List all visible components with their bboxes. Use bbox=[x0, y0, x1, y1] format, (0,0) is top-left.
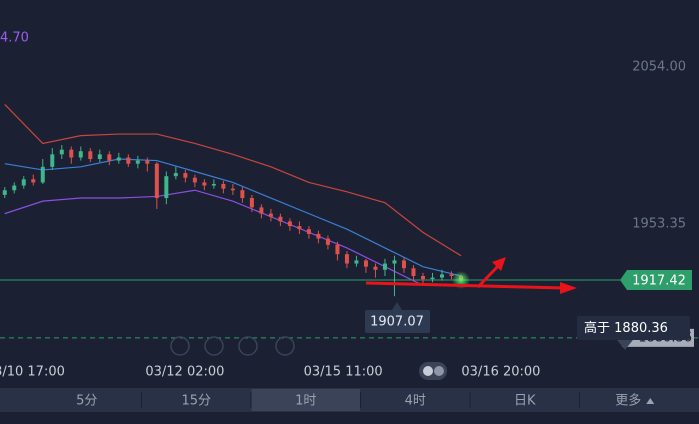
candle-body bbox=[31, 179, 36, 183]
tabs: 5分 15分 1时 4时 日K 更多 bbox=[76, 389, 655, 411]
candle-body bbox=[2, 190, 7, 195]
candle-body bbox=[363, 260, 368, 267]
candle-body bbox=[50, 154, 55, 167]
candle-body bbox=[440, 274, 445, 278]
candle-body bbox=[211, 183, 216, 186]
x-tick-label: 03/15 11:00 bbox=[304, 365, 383, 380]
playback-controls[interactable] bbox=[170, 336, 295, 356]
candle-body bbox=[411, 268, 416, 277]
candle-body bbox=[126, 157, 131, 164]
candle-body bbox=[259, 207, 264, 214]
active-tab bbox=[251, 389, 360, 411]
toggle[interactable] bbox=[419, 362, 447, 380]
candle-body bbox=[78, 151, 83, 158]
candle-body bbox=[221, 183, 226, 189]
alert-text: 高于 1880.36 bbox=[584, 320, 668, 336]
tab[interactable]: 1时 bbox=[295, 394, 316, 409]
candle-body bbox=[278, 216, 283, 222]
y-tick-label: 1953.35 bbox=[632, 216, 686, 231]
band-line bbox=[4, 104, 462, 257]
candle-body bbox=[173, 173, 178, 177]
x-tick-label: 03/12 02:00 bbox=[145, 365, 224, 380]
candle-body bbox=[154, 163, 159, 199]
tab[interactable]: 5分 bbox=[76, 394, 97, 409]
price-tag bbox=[620, 270, 692, 291]
candle-body bbox=[344, 254, 349, 264]
candle-body bbox=[354, 260, 359, 264]
alert-pointer bbox=[617, 339, 633, 350]
candle-body bbox=[59, 149, 64, 155]
candle-body bbox=[449, 274, 454, 277]
candle-body bbox=[430, 277, 435, 280]
candle-body bbox=[240, 190, 245, 199]
candle-body bbox=[335, 244, 340, 255]
annotation-arrows bbox=[365, 257, 577, 294]
candle-body bbox=[297, 226, 302, 230]
candle-body bbox=[230, 188, 235, 191]
candle-body bbox=[116, 157, 121, 161]
candle-body bbox=[202, 182, 207, 186]
candle-body bbox=[107, 154, 112, 161]
candle-body bbox=[21, 179, 26, 186]
candle-body bbox=[316, 233, 321, 239]
candle-body bbox=[164, 176, 169, 199]
plot-area: 2054.00 1953.35 3/10 17:00 03/12 02:00 03/15… bbox=[0, 59, 699, 380]
candle-body bbox=[306, 229, 311, 234]
tab[interactable]: 日K bbox=[514, 394, 536, 409]
candle-body bbox=[249, 198, 254, 208]
price-tag-label: 1917.42 bbox=[632, 274, 686, 289]
candle-body bbox=[145, 160, 150, 164]
candle-body bbox=[192, 177, 197, 183]
alert-value: 1880.36 bbox=[614, 321, 668, 336]
candle-body bbox=[392, 260, 397, 264]
low-label: 1907.07 bbox=[370, 315, 424, 330]
candle-body bbox=[12, 185, 17, 191]
alert-prefix: 高于 bbox=[584, 320, 610, 336]
more-caret bbox=[646, 398, 655, 404]
y-tick-label: 2054.00 bbox=[632, 59, 686, 74]
indicator-label: 4.70 bbox=[0, 31, 29, 46]
candle-body bbox=[40, 166, 45, 183]
candle-body bbox=[183, 173, 188, 178]
candle-body bbox=[382, 263, 387, 270]
candle-body bbox=[420, 276, 425, 280]
x-tick-label: 03/16 20:00 bbox=[461, 365, 540, 380]
candle-body bbox=[88, 151, 93, 160]
candle-body bbox=[97, 154, 102, 160]
candle-body bbox=[325, 238, 330, 245]
low-tooltip: 1907.07 bbox=[365, 302, 430, 333]
tab[interactable]: 4时 bbox=[405, 394, 426, 409]
candle-body bbox=[373, 266, 378, 270]
candle-body bbox=[135, 160, 140, 164]
alert-box bbox=[577, 316, 690, 340]
candle-body bbox=[268, 213, 273, 217]
band-line bbox=[4, 158, 462, 277]
candle-body bbox=[401, 260, 406, 269]
x-tick-label: 3/10 17:00 bbox=[0, 365, 65, 380]
tab[interactable]: 15分 bbox=[181, 394, 211, 409]
tab[interactable]: 更多 bbox=[615, 393, 641, 409]
candle-body bbox=[69, 149, 74, 158]
candle-body bbox=[287, 221, 292, 227]
